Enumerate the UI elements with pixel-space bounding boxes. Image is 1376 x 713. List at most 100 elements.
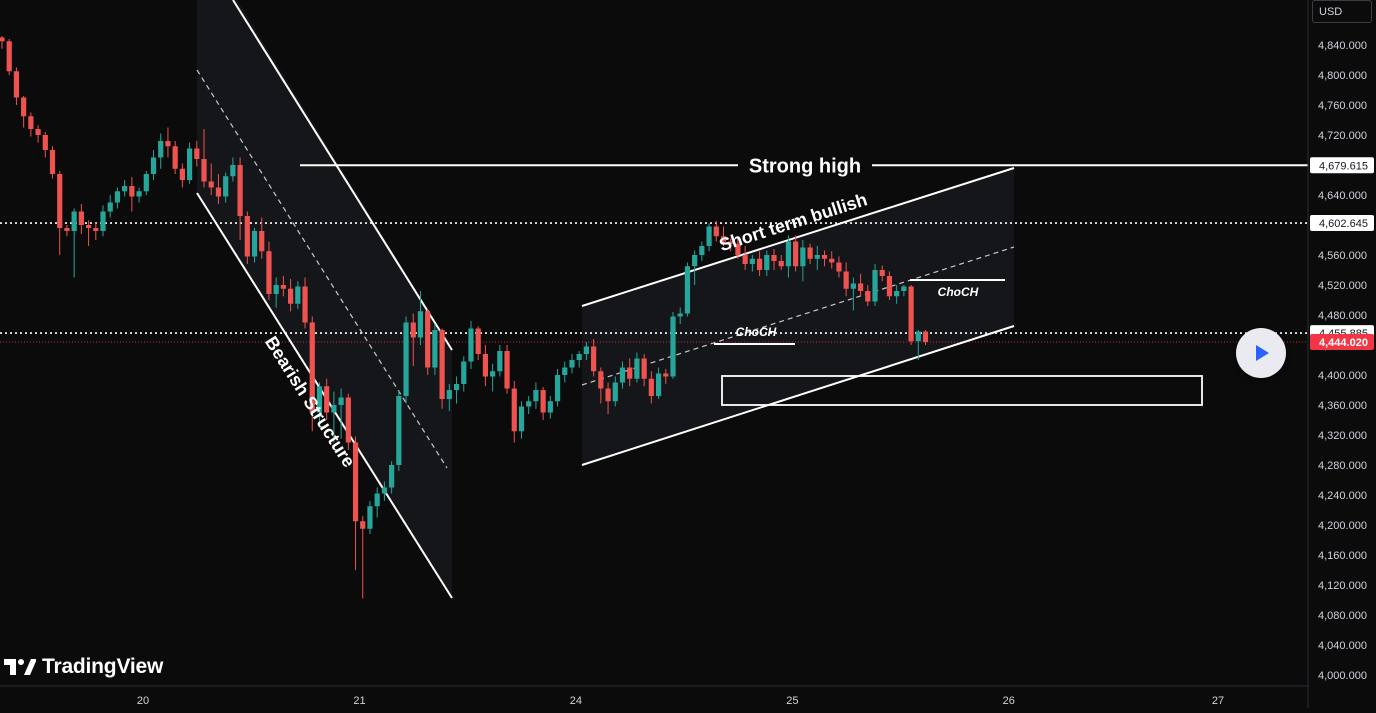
y-tick-label: 4,040.000 <box>1318 640 1367 652</box>
candle-body <box>446 390 452 399</box>
candle-body <box>136 191 142 197</box>
candle-body <box>13 71 20 98</box>
strong-high-label: Strong high <box>749 155 861 177</box>
candle-body <box>417 311 424 338</box>
y-tick-label: 4,120.000 <box>1318 580 1367 592</box>
candle-body <box>922 331 929 342</box>
bullish-channel-lower <box>581 325 1015 466</box>
candle-body <box>576 354 582 360</box>
candle-body <box>879 270 885 276</box>
bearish-channel-upper <box>232 0 453 351</box>
play-button[interactable] <box>1236 328 1286 378</box>
candle-body <box>634 358 640 379</box>
candle-body <box>605 388 611 402</box>
candle-body <box>71 211 77 231</box>
tradingview-logo[interactable]: TradingView <box>4 654 163 680</box>
candle-body <box>612 382 618 402</box>
candle-body <box>64 228 70 231</box>
candle-body <box>259 231 265 252</box>
choch-label-1: ChoCH <box>736 325 777 339</box>
candle-body <box>93 228 99 231</box>
price-tag-level-1[interactable] <box>1310 215 1374 232</box>
x-tick-label: 27 <box>1212 695 1224 707</box>
candle-body <box>475 328 481 354</box>
candle-body <box>764 255 770 270</box>
candle-body <box>490 371 496 377</box>
candle-body <box>129 186 135 197</box>
candle-body <box>583 346 590 354</box>
bearish-channel-mid <box>196 69 448 469</box>
candle-body <box>6 41 12 72</box>
candle-body <box>778 261 784 267</box>
candle-body <box>533 390 539 402</box>
candle-body <box>35 129 41 135</box>
candle-body <box>223 176 229 197</box>
x-tick-label: 26 <box>1003 695 1015 707</box>
candle-body <box>194 148 200 159</box>
currency-label[interactable]: USD <box>1312 0 1372 23</box>
y-tick-label: 4,280.000 <box>1318 460 1367 472</box>
y-tick-label: 4,760.000 <box>1318 100 1367 112</box>
candle-body <box>389 465 395 488</box>
y-tick-label: 4,640.000 <box>1318 190 1367 202</box>
candle-body <box>692 255 698 267</box>
candle-body <box>821 255 828 259</box>
candle-body <box>677 313 683 317</box>
candle-body <box>908 286 914 342</box>
candle-body <box>540 390 546 413</box>
candle-body <box>165 141 171 147</box>
candle-body <box>800 247 806 267</box>
candle-body <box>857 283 864 291</box>
candle-body <box>518 406 525 432</box>
candle-body <box>273 285 279 294</box>
candle-body <box>814 255 820 259</box>
candle-body <box>785 241 792 267</box>
candle-body <box>728 241 734 244</box>
candle-body <box>641 358 647 379</box>
demand-zone-box[interactable] <box>721 375 1203 406</box>
candle-body <box>915 331 921 342</box>
y-tick-label: 4,480.000 <box>1318 310 1367 322</box>
candle-body <box>302 286 308 323</box>
candle-body <box>901 286 907 291</box>
candle-body <box>381 487 387 494</box>
candle-body <box>360 521 366 529</box>
candle-body <box>497 351 503 372</box>
candle-body <box>425 311 431 368</box>
x-tick-label: 24 <box>570 695 582 707</box>
candle-body <box>836 262 842 272</box>
candle-body <box>230 165 236 177</box>
candle-body <box>186 148 193 180</box>
y-tick-label: 4,240.000 <box>1318 490 1367 502</box>
candle-body <box>78 211 84 225</box>
y-tick-label: 4,840.000 <box>1318 40 1367 52</box>
candle-body <box>468 328 474 362</box>
candle-body <box>352 442 359 522</box>
candle-body <box>569 360 575 368</box>
candle-body <box>865 291 871 302</box>
choch-label-2: ChoCH <box>938 285 979 299</box>
price-tag-current-price[interactable] <box>1310 333 1374 350</box>
candle-body <box>894 291 900 297</box>
candle-body <box>396 396 402 465</box>
candle-body <box>670 316 676 377</box>
y-tick-label: 4,000.000 <box>1318 670 1367 682</box>
y-tick-label: 4,520.000 <box>1318 280 1367 292</box>
price-tag-strong-high[interactable] <box>1310 157 1374 174</box>
candle-body <box>850 283 856 289</box>
candle-body <box>57 174 63 228</box>
candle-body <box>122 186 128 192</box>
candle-body <box>453 384 460 390</box>
candle-body <box>28 116 34 129</box>
candle-body <box>374 493 380 507</box>
candle-body <box>150 157 157 174</box>
candle-body <box>403 322 409 396</box>
candle-body <box>886 276 893 297</box>
candle-body <box>619 367 626 383</box>
y-tick-label: 4,400.000 <box>1318 370 1367 382</box>
candle-body <box>627 367 633 379</box>
candle-body <box>100 211 106 231</box>
y-tick-label: 4,080.000 <box>1318 610 1367 622</box>
